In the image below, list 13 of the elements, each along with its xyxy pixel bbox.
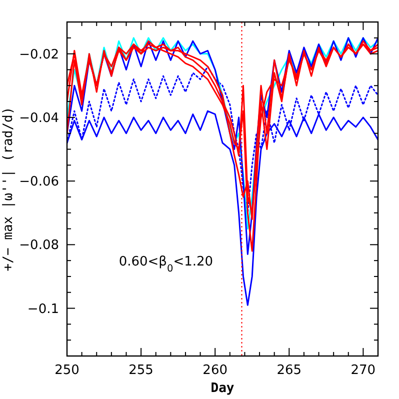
y-tick-label: −0.04	[19, 110, 59, 126]
x-tick-label: 270	[350, 363, 376, 378]
y-tick-label: −0.02	[19, 47, 59, 62]
x-tick-label: 250	[54, 363, 80, 378]
y-tick-label: −0.08	[19, 238, 59, 254]
x-tick-label: 255	[128, 363, 154, 378]
x-axis-title: Day	[210, 381, 234, 396]
y-tick-label: −0.1	[27, 302, 59, 317]
annotation: 0.60<β$_{0}$<1.20	[118, 254, 214, 274]
y-tick-label: −0.06	[19, 174, 59, 190]
x-tick-label: 265	[276, 363, 302, 378]
x-tick-label: 260	[202, 363, 228, 378]
y-axis-title: +/− max |ω''| (rad/d)	[1, 106, 16, 272]
